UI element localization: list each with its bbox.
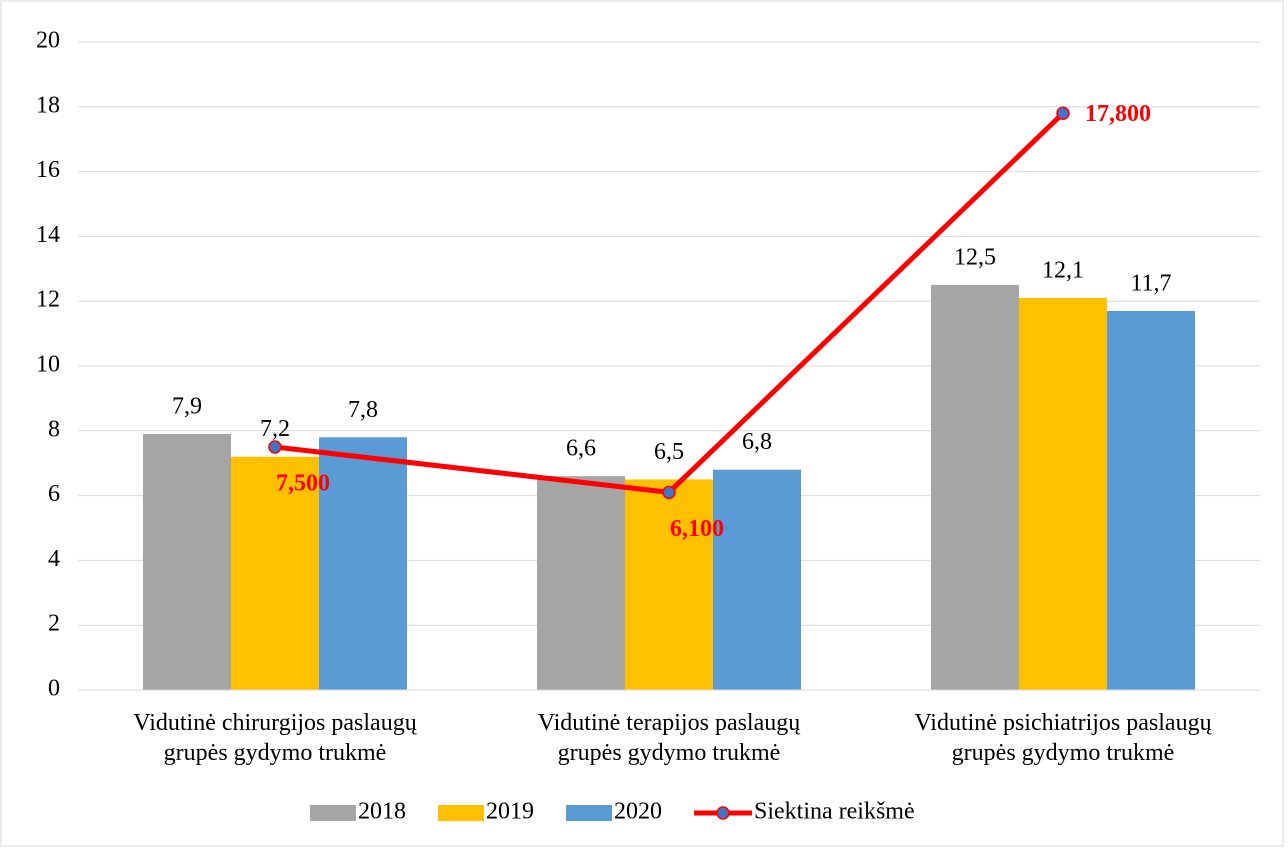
y-tick-label: 10 <box>36 352 60 378</box>
data-label: 6,5 <box>654 439 684 465</box>
x-tick-label: Vidutinė terapijos paslaugų grupės gydym… <box>537 710 801 766</box>
y-tick-label: 8 <box>48 416 60 442</box>
legend-label: Siektina reikšmė <box>754 799 915 825</box>
bar <box>931 285 1019 690</box>
y-tick-label: 16 <box>36 157 60 183</box>
legend-swatch <box>566 805 612 821</box>
x-tick-label: Vidutinė chirurgijos paslaugų grupės gyd… <box>133 710 417 766</box>
y-tick-label: 12 <box>36 287 60 313</box>
bar <box>1107 310 1195 690</box>
line-data-label: 17,800 <box>1085 101 1151 127</box>
line-marker <box>268 440 282 454</box>
bar <box>231 456 319 690</box>
y-tick-label: 14 <box>36 222 60 248</box>
line-marker <box>662 485 676 500</box>
legend-swatch <box>310 805 356 821</box>
y-tick-label: 18 <box>36 92 60 118</box>
y-tick-label: 0 <box>48 676 60 702</box>
y-tick-label: 2 <box>48 611 60 637</box>
legend-label: 2019 <box>486 799 534 825</box>
legend-label: 2018 <box>358 799 406 825</box>
y-tick-label: 6 <box>48 481 60 507</box>
data-label: 6,8 <box>742 429 772 455</box>
bar <box>625 479 713 690</box>
data-label: 12,1 <box>1042 257 1084 283</box>
legend-swatch <box>438 805 484 821</box>
bar <box>143 434 231 690</box>
bar <box>537 476 625 690</box>
data-label: 7,8 <box>348 397 378 423</box>
legend-label: 2020 <box>614 799 662 825</box>
bar <box>1019 297 1107 690</box>
line-data-label: 7,500 <box>276 471 330 497</box>
data-label: 6,6 <box>566 436 596 462</box>
line-data-label: 6,100 <box>670 516 724 542</box>
data-label: 7,9 <box>172 394 202 420</box>
legend-marker <box>716 806 730 820</box>
y-tick-label: 20 <box>36 28 60 54</box>
data-label: 11,7 <box>1130 270 1171 296</box>
bar <box>319 437 407 690</box>
x-tick-label: Vidutinė psichiatrijos paslaugų grupės g… <box>914 710 1212 766</box>
data-label: 12,5 <box>954 245 996 271</box>
data-label: 7,2 <box>260 416 290 442</box>
line-marker <box>1056 106 1070 121</box>
bar <box>713 469 801 690</box>
y-tick-label: 4 <box>48 546 60 572</box>
